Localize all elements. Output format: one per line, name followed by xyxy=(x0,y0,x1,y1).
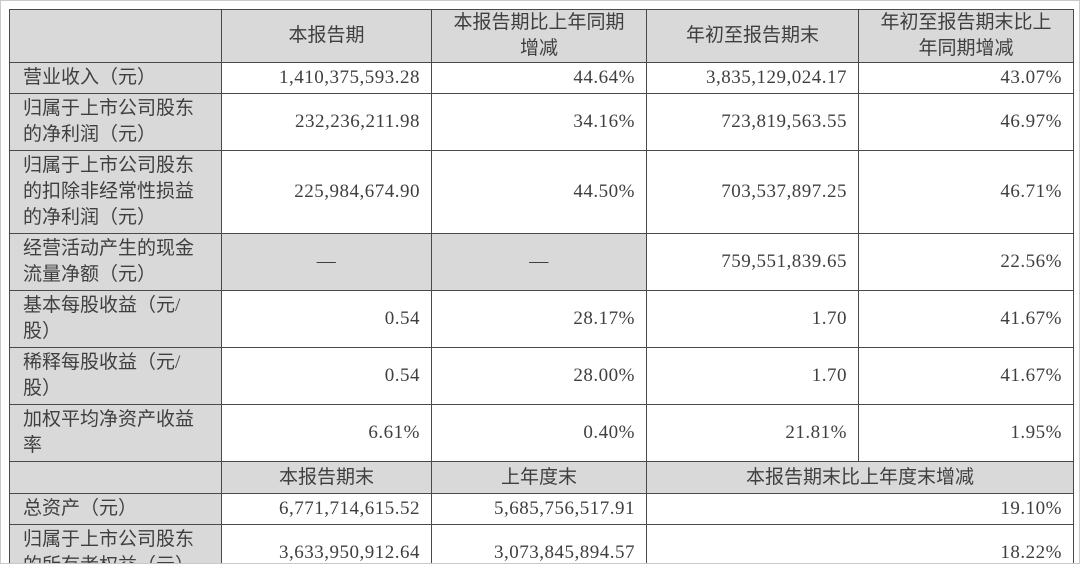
header-corner-cell-2 xyxy=(9,461,222,494)
row-label: 总资产（元） xyxy=(9,493,222,525)
cell-value: 3,633,950,912.64 xyxy=(221,524,432,563)
table-row-operating-cash-flow: 经营活动产生的现金 流量净额（元） — — 759,551,839.65 22.… xyxy=(9,233,1074,291)
cell-value: 28.17% xyxy=(431,290,647,348)
financial-summary-table: 本报告期 本报告期比上年同期 增减 年初至报告期末 年初至报告期末比上 年同期增… xyxy=(9,9,1074,563)
table-row-total-assets: 总资产（元） 6,771,714,615.52 5,685,756,517.91… xyxy=(9,493,1074,525)
cell-value: 6.61% xyxy=(221,404,432,462)
cell-value: 703,537,897.25 xyxy=(646,150,859,234)
table-row-revenue: 营业收入（元） 1,410,375,593.28 44.64% 3,835,12… xyxy=(9,62,1074,94)
row-label: 归属于上市公司股东 的净利润（元） xyxy=(9,93,222,151)
cell-value: 759,551,839.65 xyxy=(646,233,859,291)
header-prior-year-end: 上年度末 xyxy=(431,461,647,494)
header-row-period-end: 本报告期末 上年度末 本报告期末比上年度末增减 xyxy=(9,461,1074,494)
row-label: 营业收入（元） xyxy=(9,62,222,94)
table-row-owners-equity: 归属于上市公司股东 的所有者权益（元） 3,633,950,912.64 3,0… xyxy=(9,524,1074,563)
row-label: 基本每股收益（元/ 股） xyxy=(9,290,222,348)
cell-value: 46.71% xyxy=(858,150,1074,234)
cell-value: 43.07% xyxy=(858,62,1074,94)
header-ytd-yoy: 年初至报告期末比上 年同期增减 xyxy=(858,9,1074,63)
table-row-weighted-roe: 加权平均净资产收益 率 6.61% 0.40% 21.81% 1.95% xyxy=(9,404,1074,462)
cell-value: 22.56% xyxy=(858,233,1074,291)
cell-value: 18.22% xyxy=(646,524,1074,563)
cell-value: 6,771,714,615.52 xyxy=(221,493,432,525)
cell-value: 41.67% xyxy=(858,290,1074,348)
cell-value: 44.50% xyxy=(431,150,647,234)
cell-value: 3,073,845,894.57 xyxy=(431,524,647,563)
row-label: 加权平均净资产收益 率 xyxy=(9,404,222,462)
cell-value: 21.81% xyxy=(646,404,859,462)
cell-value: 1.95% xyxy=(858,404,1074,462)
row-label: 归属于上市公司股东 的所有者权益（元） xyxy=(9,524,222,563)
row-label: 稀释每股收益（元/ 股） xyxy=(9,347,222,405)
cell-value: 44.64% xyxy=(431,62,647,94)
cell-value: 723,819,563.55 xyxy=(646,93,859,151)
cell-value: 0.54 xyxy=(221,290,432,348)
cell-value: 19.10% xyxy=(646,493,1074,525)
cell-value-dash: — xyxy=(431,233,647,291)
header-current-period: 本报告期 xyxy=(221,9,432,63)
header-corner-cell xyxy=(9,9,222,63)
cell-value: 1.70 xyxy=(646,290,859,348)
cell-value: 0.54 xyxy=(221,347,432,405)
header-row-period: 本报告期 本报告期比上年同期 增减 年初至报告期末 年初至报告期末比上 年同期增… xyxy=(9,9,1074,63)
cell-value: 225,984,674.90 xyxy=(221,150,432,234)
cell-value: 0.40% xyxy=(431,404,647,462)
cell-value-dash: — xyxy=(221,233,432,291)
cell-value: 34.16% xyxy=(431,93,647,151)
header-ytd: 年初至报告期末 xyxy=(646,9,859,63)
table-row-net-profit: 归属于上市公司股东 的净利润（元） 232,236,211.98 34.16% … xyxy=(9,93,1074,151)
table-row-diluted-eps: 稀释每股收益（元/ 股） 0.54 28.00% 1.70 41.67% xyxy=(9,347,1074,405)
table-row-basic-eps: 基本每股收益（元/ 股） 0.54 28.17% 1.70 41.67% xyxy=(9,290,1074,348)
header-period-end: 本报告期末 xyxy=(221,461,432,494)
cell-value: 5,685,756,517.91 xyxy=(431,493,647,525)
table-row-net-profit-excl-nonrecurring: 归属于上市公司股东 的扣除非经常性损益 的净利润（元） 225,984,674.… xyxy=(9,150,1074,234)
cell-value: 46.97% xyxy=(858,93,1074,151)
row-label: 归属于上市公司股东 的扣除非经常性损益 的净利润（元） xyxy=(9,150,222,234)
cell-value: 1,410,375,593.28 xyxy=(221,62,432,94)
row-label: 经营活动产生的现金 流量净额（元） xyxy=(9,233,222,291)
header-change-vs-prior-year-end: 本报告期末比上年度末增减 xyxy=(646,461,1074,494)
cell-value: 41.67% xyxy=(858,347,1074,405)
cell-value: 232,236,211.98 xyxy=(221,93,432,151)
header-current-period-yoy: 本报告期比上年同期 增减 xyxy=(431,9,647,63)
cell-value: 28.00% xyxy=(431,347,647,405)
cell-value: 1.70 xyxy=(646,347,859,405)
cell-value: 3,835,129,024.17 xyxy=(646,62,859,94)
